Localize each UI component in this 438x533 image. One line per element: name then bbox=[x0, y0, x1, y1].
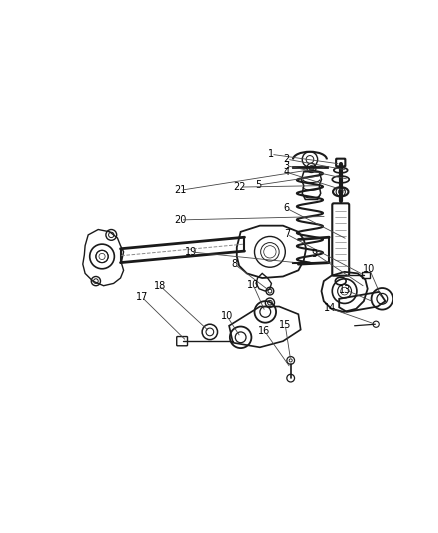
Text: 13: 13 bbox=[339, 285, 351, 295]
Text: 6: 6 bbox=[284, 204, 290, 213]
Text: 8: 8 bbox=[232, 259, 238, 269]
Text: 4: 4 bbox=[284, 167, 290, 177]
Text: 17: 17 bbox=[136, 292, 148, 302]
Text: 10: 10 bbox=[221, 311, 233, 321]
Text: 5: 5 bbox=[255, 180, 261, 190]
Text: 10: 10 bbox=[247, 280, 259, 290]
Text: 9: 9 bbox=[312, 248, 318, 259]
Text: 22: 22 bbox=[233, 182, 246, 192]
Text: 1: 1 bbox=[268, 149, 274, 159]
Text: 7: 7 bbox=[284, 229, 290, 239]
Text: 10: 10 bbox=[364, 264, 376, 274]
Text: 2: 2 bbox=[284, 154, 290, 164]
Text: 18: 18 bbox=[154, 280, 166, 290]
Text: 3: 3 bbox=[284, 161, 290, 171]
Text: 15: 15 bbox=[279, 320, 291, 329]
Text: 14: 14 bbox=[324, 303, 336, 313]
Text: 21: 21 bbox=[174, 185, 186, 196]
Text: 16: 16 bbox=[258, 326, 270, 336]
Text: 20: 20 bbox=[174, 215, 187, 225]
Text: 19: 19 bbox=[185, 247, 197, 257]
